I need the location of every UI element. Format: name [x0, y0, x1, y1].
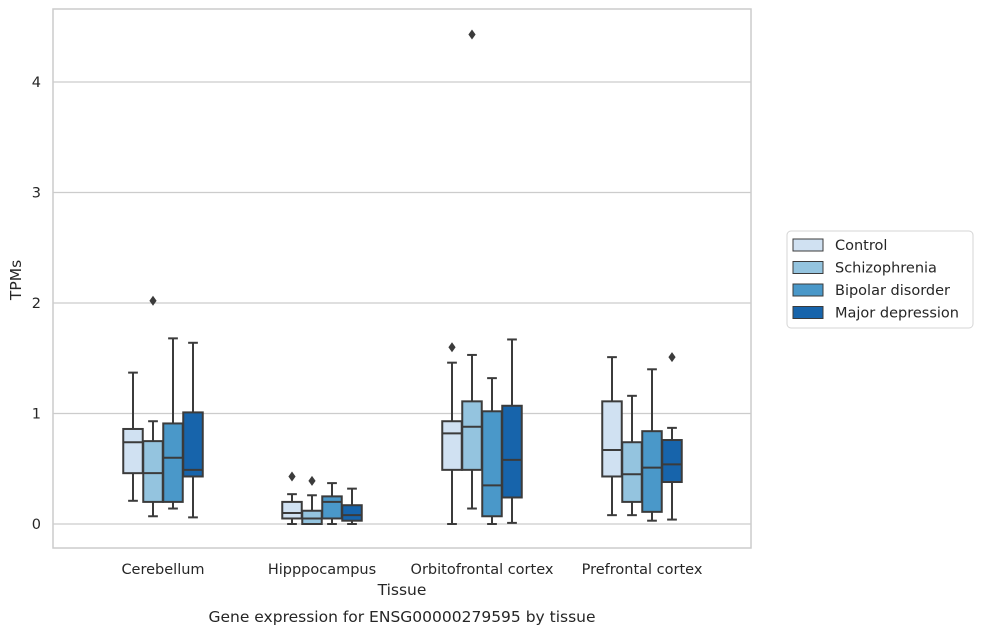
x-tick-label: Prefrontal cortex	[582, 562, 703, 578]
legend-box	[786, 230, 974, 329]
outlier-point	[149, 295, 157, 306]
box-iqr	[461, 400, 483, 471]
box-bipolar-disorder	[162, 337, 184, 510]
box-major-depression	[182, 341, 204, 519]
box-major-depression	[501, 338, 523, 524]
outlier-point	[308, 475, 316, 486]
box-iqr	[301, 509, 323, 525]
box-iqr	[601, 400, 623, 478]
box-iqr	[122, 427, 144, 475]
outlier-point	[668, 352, 676, 363]
legend-swatch	[792, 283, 824, 297]
outlier-point	[288, 471, 296, 482]
x-axis-title: Tissue	[377, 581, 427, 599]
box-major-depression	[661, 352, 683, 521]
chart-title: Gene expression for ENSG00000279595 by t…	[208, 608, 595, 626]
box-iqr	[341, 504, 363, 522]
box-iqr	[182, 411, 204, 478]
box-control	[122, 371, 144, 502]
x-axis: Cerebellum Hipppocampus Orbitofrontal cort…	[121, 562, 702, 578]
box-iqr	[142, 440, 164, 503]
y-axis: 0 1 2 3 4	[32, 75, 41, 533]
box-control	[281, 471, 303, 525]
legend-label: Schizophrenia	[835, 261, 937, 277]
y-tick-label: 0	[32, 517, 41, 533]
legend-label: Bipolar disorder	[835, 283, 950, 299]
box-control	[441, 342, 463, 525]
legend-label: Major depression	[835, 306, 959, 322]
box-iqr	[162, 422, 184, 503]
box-iqr	[661, 439, 683, 484]
legend-swatch	[792, 238, 824, 252]
box-control	[601, 356, 623, 517]
y-tick-label: 2	[32, 296, 41, 312]
plot-frame	[52, 8, 752, 549]
grid	[53, 81, 751, 525]
legend-label: Control	[835, 238, 887, 254]
legend-swatch	[792, 306, 824, 319]
box-iqr	[501, 404, 523, 499]
legend: Control Schizophrenia Bipolar disorder Majo…	[786, 230, 974, 329]
x-tick-label: Hipppocampus	[268, 562, 376, 578]
box-major-depression	[341, 487, 363, 525]
x-tick-label: Orbitofrontal cortex	[411, 562, 554, 578]
boxes	[122, 29, 683, 525]
box-schizophrenia	[621, 394, 643, 517]
box-schizophrenia	[461, 29, 483, 510]
box-iqr	[641, 430, 663, 513]
box-schizophrenia	[301, 475, 323, 525]
outlier-point	[468, 29, 476, 40]
box-iqr	[441, 420, 463, 471]
box-iqr	[481, 410, 503, 518]
y-tick-label: 1	[32, 407, 41, 423]
x-tick-label: Cerebellum	[121, 562, 204, 578]
y-tick-label: 3	[32, 186, 41, 202]
y-axis-title: TPMs	[7, 260, 25, 301]
box-iqr	[621, 441, 643, 503]
outlier-point	[448, 342, 456, 353]
legend-swatch	[792, 261, 824, 274]
box-iqr	[321, 495, 343, 520]
y-tick-label: 4	[32, 75, 41, 91]
box-iqr	[281, 500, 303, 520]
